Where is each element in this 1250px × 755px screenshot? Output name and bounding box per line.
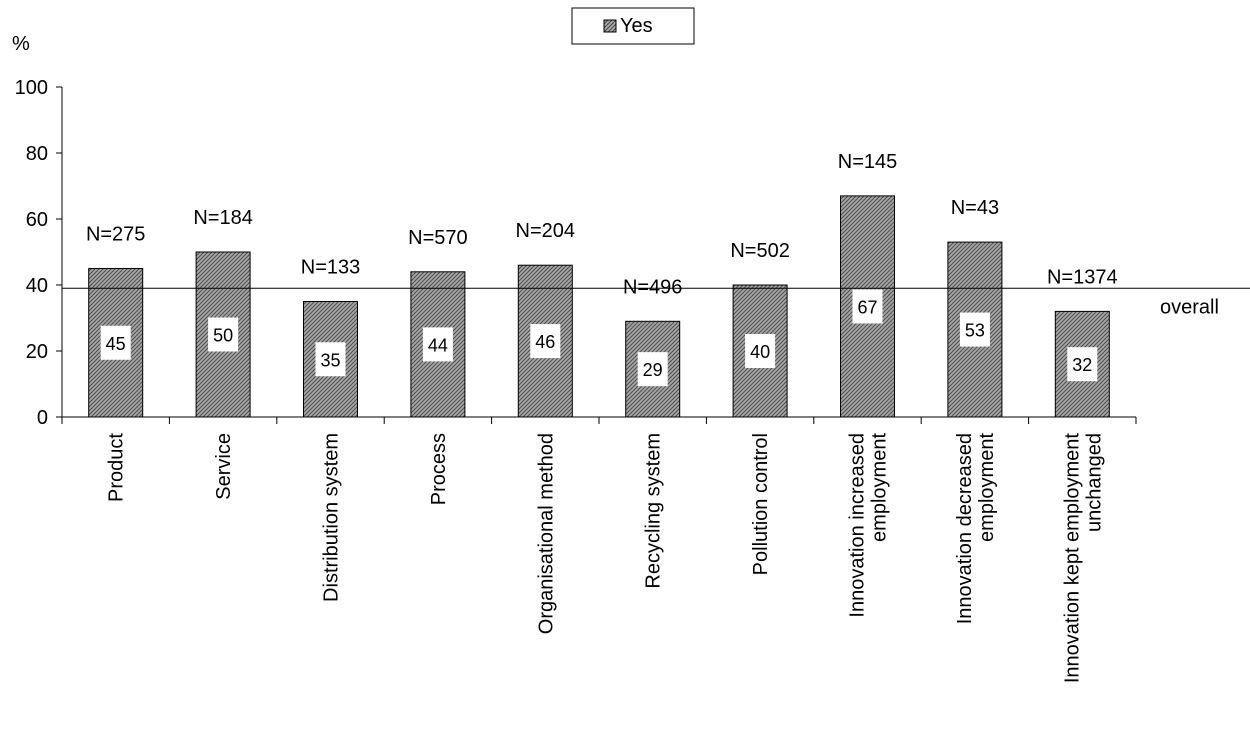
sample-size-annotation: N=133: [301, 257, 361, 279]
x-category-label-line: Product: [106, 433, 128, 502]
data-label-box: [959, 312, 990, 347]
data-label-box: [745, 334, 776, 368]
sample-size-annotation: N=570: [408, 227, 468, 249]
overall-label: overall: [1160, 296, 1219, 318]
data-label: 35: [320, 350, 340, 370]
x-ticks: [61, 417, 1137, 424]
y-tick-label: 60: [26, 209, 48, 231]
data-label-box: [208, 317, 239, 352]
sample-size-annotation: N=43: [951, 197, 999, 219]
sample-size-annotation: N=1374: [1047, 266, 1118, 288]
x-category-label: Innovation decreased employment: [954, 433, 998, 625]
data-label: 40: [750, 342, 770, 362]
x-category-label-line: Organisational method: [535, 433, 557, 634]
data-label: 46: [535, 332, 555, 352]
x-category-label-line: Innovation kept employment: [1061, 433, 1083, 684]
bar-series-yes: 45 50 35 44 46 29 40 67 53 32: [88, 195, 1110, 418]
data-label: 44: [428, 335, 448, 355]
data-label: 67: [857, 297, 877, 317]
x-category-label-line: Service: [213, 433, 235, 500]
x-category-label: Innovation increased employment: [847, 433, 891, 618]
sample-size-annotation: N=275: [86, 224, 146, 246]
y-tick-label: 20: [26, 341, 48, 363]
data-label-box: [100, 325, 131, 360]
legend: Yes: [571, 7, 695, 45]
x-category-label-line: unchanged: [1083, 433, 1105, 532]
x-category-label-line: Distribution system: [321, 433, 343, 602]
data-label: 45: [106, 334, 126, 354]
x-category-label-line: Recycling system: [643, 433, 665, 589]
y-axis-label: %: [12, 33, 30, 55]
y-tick-label: 0: [37, 407, 48, 429]
data-label-box: [315, 342, 346, 377]
x-category-label: Pollution control: [750, 433, 772, 575]
x-category-label: Innovation kept employment unchanged: [1061, 433, 1105, 684]
data-label-box: [1067, 347, 1098, 382]
data-label-box: [422, 327, 453, 362]
sample-size-annotation: N=184: [193, 207, 253, 229]
x-category-label: Process: [428, 433, 450, 505]
x-category-label-line: employment: [976, 433, 998, 542]
x-category-label: Service: [213, 433, 235, 500]
legend-swatch: [603, 19, 617, 33]
x-category-label-line: Innovation decreased: [954, 433, 976, 624]
x-category-label: Recycling system: [643, 433, 665, 589]
data-label: 50: [213, 326, 233, 346]
x-category-label-line: Process: [428, 433, 450, 505]
x-category-label-line: Pollution control: [750, 433, 772, 575]
legend-box: [571, 7, 695, 45]
x-category-label: Distribution system: [321, 433, 343, 602]
data-label: 32: [1072, 355, 1092, 375]
sample-size-annotation: N=496: [623, 276, 683, 298]
y-tick-label: 40: [26, 275, 48, 297]
data-label: 29: [643, 360, 663, 380]
data-label-box: [637, 352, 668, 387]
data-label: 53: [965, 321, 985, 341]
legend-label: Yes: [620, 15, 653, 37]
x-category-label-line: employment: [869, 433, 891, 542]
data-label-box: [530, 324, 561, 359]
y-tick-label: 100: [15, 77, 48, 99]
sample-size-annotation: N=145: [838, 151, 898, 173]
data-label-box: [852, 289, 883, 324]
x-category-label: Organisational method: [535, 433, 557, 634]
overall-reference: overall: [62, 287, 1250, 318]
y-tick-label: 80: [26, 143, 48, 165]
x-axis-category-labels: Product Service Distribution system Process…: [106, 433, 1106, 684]
x-category-label: Product: [106, 433, 128, 502]
sample-size-annotation: N=502: [730, 240, 790, 262]
sample-size-annotations: N=275 N=184 N=133 N=570 N=204 N=496 N=502 N=145…: [86, 151, 1118, 298]
sample-size-annotation: N=204: [516, 220, 576, 242]
y-ticks: 0 20 40 60 80 100: [15, 77, 62, 429]
x-category-label-line: Innovation increased: [847, 433, 869, 618]
